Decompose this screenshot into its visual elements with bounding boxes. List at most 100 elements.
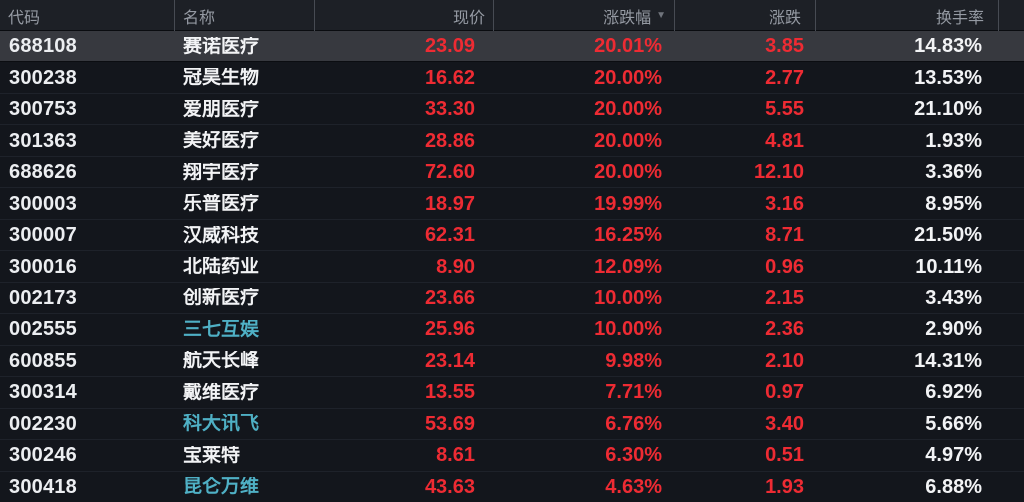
stock-name[interactable]: 美好医疗 <box>183 131 260 151</box>
stock-name[interactable]: 汉威科技 <box>183 225 260 245</box>
stock-change: 2.77 <box>765 67 804 88</box>
stock-price: 23.66 <box>424 287 475 308</box>
stock-change: 2.10 <box>765 350 804 371</box>
stock-change: 8.71 <box>765 225 804 246</box>
table-row[interactable]: 300003 乐普医疗 18.97 19.99% 3.16 8.95% <box>0 188 1024 220</box>
stock-price: 33.30 <box>424 99 475 120</box>
table-row[interactable]: 300753 爱朋医疗 33.30 20.00% 5.55 21.10% <box>0 94 1024 126</box>
table-row[interactable]: 002555 三七互娱 25.96 10.00% 2.36 2.90% <box>0 314 1024 346</box>
stock-code: 301363 <box>9 130 77 151</box>
stock-change-pct: 12.09% <box>594 256 662 277</box>
stock-code: 002230 <box>9 413 77 434</box>
stock-change: 1.93 <box>765 476 804 497</box>
stock-name[interactable]: 北陆药业 <box>183 257 260 277</box>
table-row[interactable]: 600855 航天长峰 23.14 9.98% 2.10 14.31% <box>0 346 1024 378</box>
stock-name[interactable]: 爱朋医疗 <box>183 99 260 119</box>
stock-change: 12.10 <box>753 162 804 183</box>
stock-turnover-rate: 10.11% <box>915 256 982 277</box>
stock-name[interactable]: 赛诺医疗 <box>183 36 260 56</box>
stock-price: 72.60 <box>424 162 475 183</box>
stock-change-pct: 16.25% <box>594 225 662 246</box>
stock-price: 53.69 <box>424 413 475 434</box>
table-row[interactable]: 300314 戴维医疗 13.55 7.71% 0.97 6.92% <box>0 377 1024 409</box>
sort-desc-icon[interactable]: ▼ <box>656 9 666 21</box>
column-header-code[interactable]: 代码 <box>0 0 175 31</box>
column-header-price[interactable]: 现价 <box>315 0 494 31</box>
stock-turnover-rate: 14.83% <box>914 36 982 57</box>
stock-change-pct: 20.00% <box>594 130 662 151</box>
table-row[interactable]: 300016 北陆药业 8.90 12.09% 0.96 10.11% <box>0 251 1024 283</box>
stock-code: 300016 <box>9 256 77 277</box>
stock-change-pct: 10.00% <box>594 319 662 340</box>
stock-name[interactable]: 戴维医疗 <box>183 382 260 402</box>
stock-turnover-rate: 5.66% <box>925 413 982 434</box>
stock-turnover-rate: 21.10% <box>914 99 982 120</box>
table-row[interactable]: 688108 赛诺医疗 23.09 20.01% 3.85 14.83% <box>0 31 1024 63</box>
stock-name[interactable]: 宝莱特 <box>183 445 241 465</box>
stock-change: 0.97 <box>765 382 804 403</box>
stock-name[interactable]: 冠昊生物 <box>183 68 260 88</box>
stock-turnover-rate: 6.88% <box>925 476 982 497</box>
stock-name[interactable]: 航天长峰 <box>183 351 260 371</box>
stock-code: 300418 <box>9 476 77 497</box>
stock-change-pct: 19.99% <box>594 193 662 214</box>
stock-change: 4.81 <box>765 130 804 151</box>
stock-price: 23.14 <box>424 350 475 371</box>
table-row[interactable]: 300418 昆仑万维 43.63 4.63% 1.93 6.88% <box>0 472 1024 502</box>
column-header-change-pct-label: 涨跌幅 <box>603 9 652 27</box>
stock-change: 3.16 <box>765 193 804 214</box>
column-header-spacer <box>999 0 1024 31</box>
stock-change: 0.51 <box>765 445 804 466</box>
stock-name[interactable]: 创新医疗 <box>183 288 260 308</box>
stock-code: 300238 <box>9 67 77 88</box>
table-row[interactable]: 688626 翔宇医疗 72.60 20.00% 12.10 3.36% <box>0 157 1024 189</box>
column-header-price-label: 现价 <box>452 9 485 27</box>
stock-price: 62.31 <box>424 225 475 246</box>
stock-name[interactable]: 三七互娱 <box>183 319 260 339</box>
table-row[interactable]: 002173 创新医疗 23.66 10.00% 2.15 3.43% <box>0 283 1024 315</box>
stock-turnover-rate: 2.90% <box>925 319 982 340</box>
stock-code: 002173 <box>9 287 77 308</box>
stock-change-pct: 20.00% <box>594 99 662 120</box>
stock-turnover-rate: 14.31% <box>914 350 982 371</box>
stock-change: 2.36 <box>765 319 804 340</box>
stock-turnover-rate: 1.93% <box>925 130 982 151</box>
stock-turnover-rate: 3.36% <box>925 162 982 183</box>
table-header: 代码 名称 现价 涨跌幅 ▼ 涨跌 换手率 <box>0 0 1024 31</box>
stock-turnover-rate: 13.53% <box>914 67 982 88</box>
stock-turnover-rate: 3.43% <box>925 287 982 308</box>
stock-change: 5.55 <box>765 99 804 120</box>
column-header-change-pct[interactable]: 涨跌幅 ▼ <box>494 0 675 31</box>
stock-code: 300007 <box>9 225 77 246</box>
column-header-code-label: 代码 <box>8 9 41 27</box>
stock-change-pct: 6.30% <box>605 445 662 466</box>
stock-change-pct: 4.63% <box>605 476 662 497</box>
stock-price: 25.96 <box>424 319 475 340</box>
stock-price: 28.86 <box>424 130 475 151</box>
column-header-change[interactable]: 涨跌 <box>675 0 816 31</box>
stock-price: 18.97 <box>424 193 475 214</box>
table-row[interactable]: 002230 科大讯飞 53.69 6.76% 3.40 5.66% <box>0 409 1024 441</box>
stock-code: 300246 <box>9 445 77 466</box>
stock-price: 13.55 <box>424 382 475 403</box>
column-header-name-label: 名称 <box>183 9 216 27</box>
stock-name[interactable]: 昆仑万维 <box>183 477 260 497</box>
column-header-turnover[interactable]: 换手率 <box>816 0 999 31</box>
table-row[interactable]: 300007 汉威科技 62.31 16.25% 8.71 21.50% <box>0 220 1024 252</box>
stock-price: 8.61 <box>436 445 475 466</box>
stock-change: 3.40 <box>765 413 804 434</box>
stock-change: 0.96 <box>765 256 804 277</box>
stock-code: 300003 <box>9 193 77 214</box>
stock-turnover-rate: 6.92% <box>925 382 982 403</box>
table-row[interactable]: 300238 冠昊生物 16.62 20.00% 2.77 13.53% <box>0 62 1024 94</box>
stock-price: 16.62 <box>424 67 475 88</box>
stock-change-pct: 10.00% <box>594 287 662 308</box>
stock-name[interactable]: 乐普医疗 <box>183 194 260 214</box>
table-row[interactable]: 300246 宝莱特 8.61 6.30% 0.51 4.97% <box>0 440 1024 472</box>
stock-change-pct: 20.00% <box>594 162 662 183</box>
stock-name[interactable]: 科大讯飞 <box>183 414 260 434</box>
stock-code: 002555 <box>9 319 77 340</box>
table-row[interactable]: 301363 美好医疗 28.86 20.00% 4.81 1.93% <box>0 125 1024 157</box>
stock-name[interactable]: 翔宇医疗 <box>183 162 260 182</box>
column-header-name[interactable]: 名称 <box>175 0 315 31</box>
